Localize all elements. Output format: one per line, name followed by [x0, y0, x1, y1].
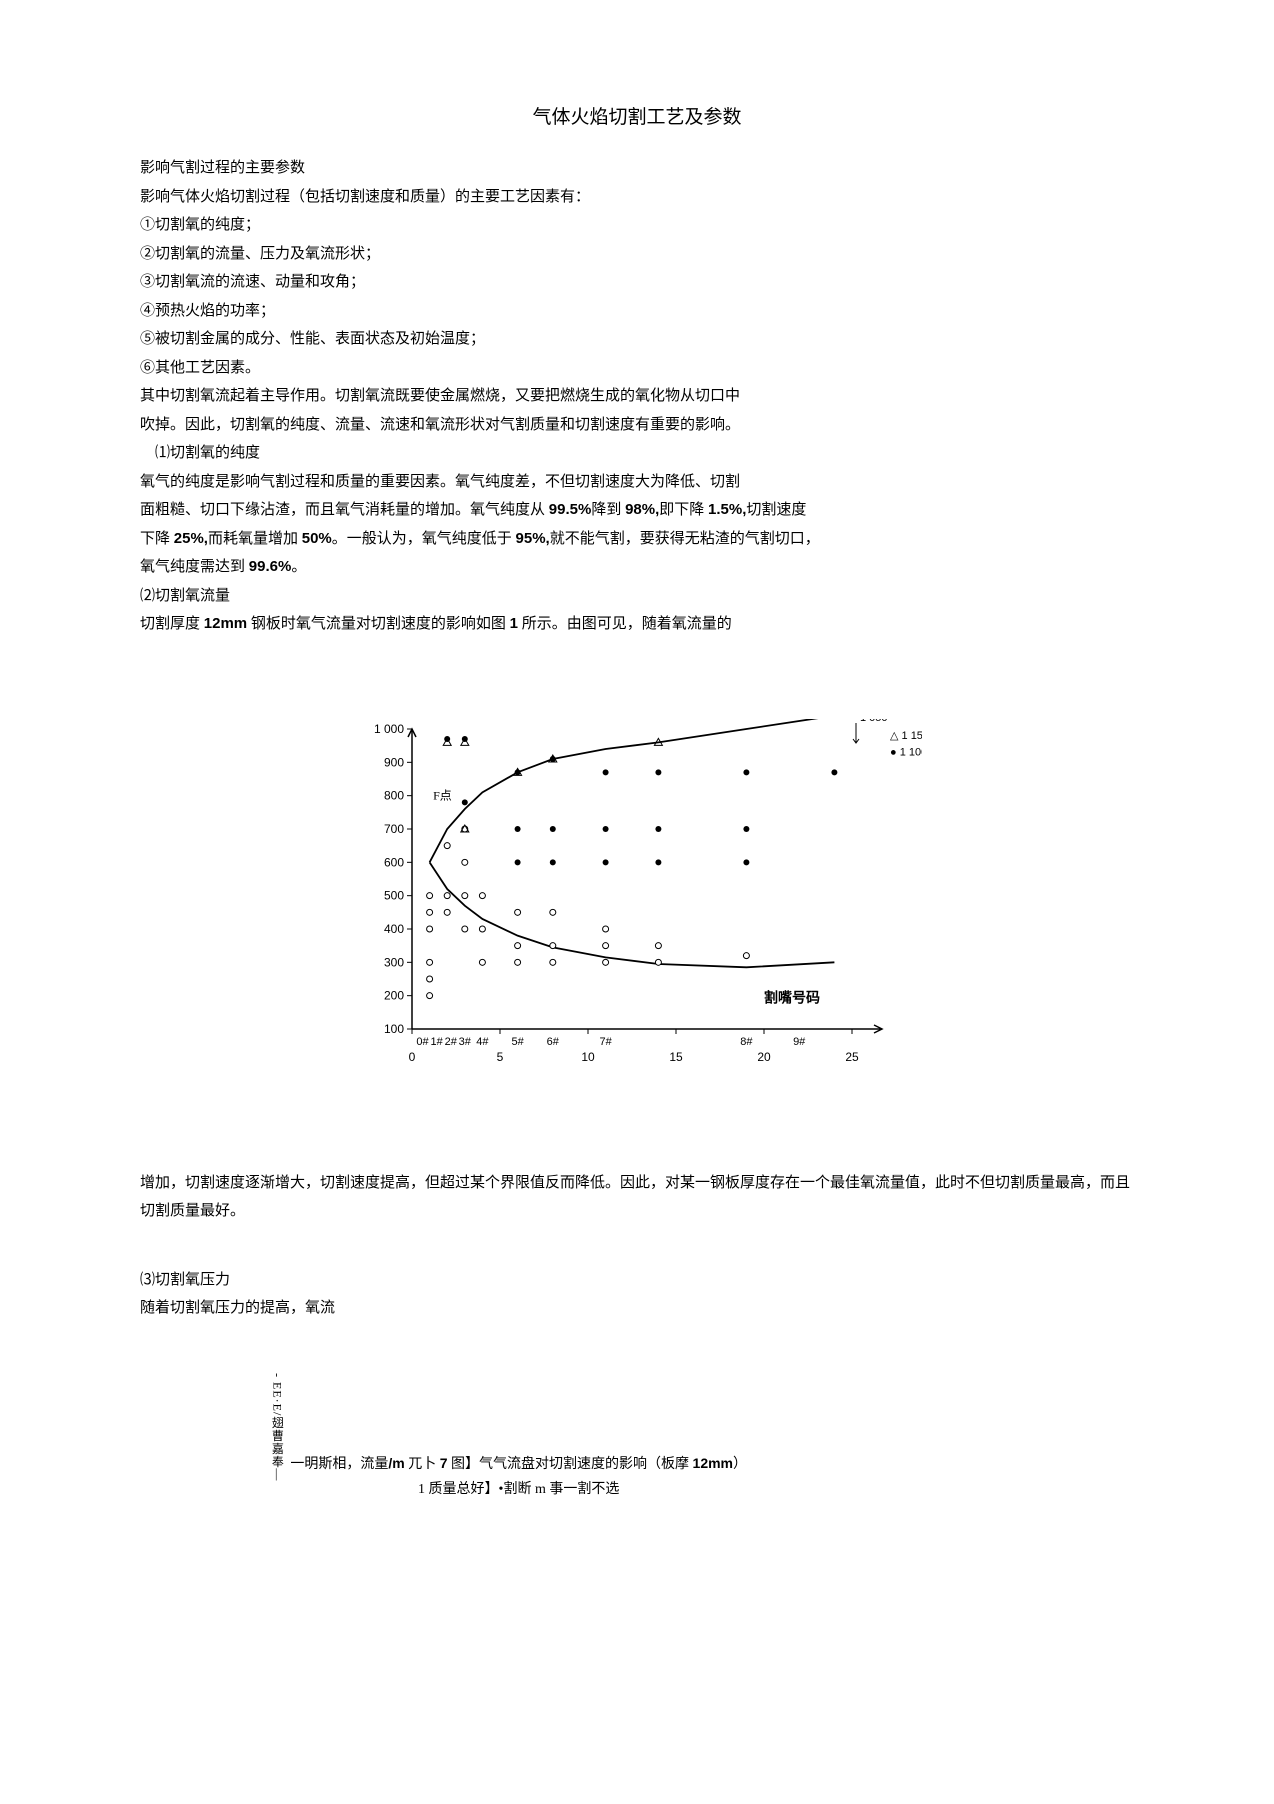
svg-text:△ 1 150: △ 1 150	[890, 730, 922, 742]
svg-text:25: 25	[845, 1050, 859, 1064]
caption-line: 一明斯相，流量/m 兀卜 7 图】气气流盘对切割速度的影响（板摩 12mm）	[290, 1451, 747, 1477]
body-text: 氧气纯度需达到 99.6%。	[140, 553, 1134, 582]
body-text: 随着切割氧压力的提高，氧流	[140, 1294, 1134, 1323]
number: 25%,	[174, 530, 208, 547]
vertical-label: - EE·E/翅曹嘉奉—	[270, 1373, 284, 1503]
text-run: 而耗氧量增加	[208, 531, 302, 547]
text-run: 兀卜	[405, 1457, 440, 1472]
svg-text:5#: 5#	[511, 1036, 524, 1048]
svg-text:300: 300	[384, 955, 404, 969]
number: 50%	[302, 530, 332, 547]
list-item: ③切割氧流的流速、动量和攻角；	[140, 268, 1134, 297]
svg-text:4#: 4#	[476, 1036, 489, 1048]
body-text: 面粗糙、切口下缘沾渣，而且氧气消耗量的增加。氧气纯度从 99.5%降到 98%,…	[140, 496, 1134, 525]
svg-text:6#: 6#	[547, 1036, 560, 1048]
body-text: 切割厚度 12mm 钢板时氧气流量对切割速度的影响如图 1 所示。由图可见，随着…	[140, 610, 1134, 639]
subsection-heading: ⑵切割氧流量	[140, 582, 1134, 611]
body-text: 增加，切割速度逐渐增大，切割速度提高，但超过某个界限值反而降低。因此，对某一钢板…	[140, 1169, 1134, 1226]
number: 12mm	[693, 1455, 733, 1471]
text-run: 图】气气流盘对切割速度的影响（板摩	[448, 1457, 693, 1472]
svg-text:2#: 2#	[445, 1036, 458, 1048]
caption-line: 1 质量总好】•割断 m 事一割不选	[290, 1477, 747, 1502]
svg-text:20: 20	[757, 1050, 771, 1064]
text-run: 面粗糙、切口下缘沾渣，而且氧气消耗量的增加。氧气纯度从	[140, 502, 549, 518]
text-run: 切割厚度	[140, 616, 204, 632]
text-run: 所示。由图可见，随着氧流量的	[518, 616, 732, 632]
svg-text:● 1 100: ● 1 100	[890, 746, 922, 758]
svg-text:400: 400	[384, 922, 404, 936]
text-run: 降到	[591, 502, 625, 518]
page-title: 气体火焰切割工艺及参数	[140, 100, 1134, 136]
number: 12mm	[204, 615, 247, 632]
list-item: ①切割氧的纯度；	[140, 211, 1134, 240]
list-item: ④预热火焰的功率；	[140, 297, 1134, 326]
svg-text:10: 10	[581, 1050, 595, 1064]
text-run: /m	[388, 1455, 404, 1471]
number: 98%,	[625, 501, 659, 518]
text-run: 就不能气割，要获得无粘渣的气割切口，	[550, 531, 820, 547]
number: 95%,	[516, 530, 550, 547]
number: 1	[510, 615, 518, 632]
subsection-heading: ⑴切割氧的纯度	[140, 439, 1134, 468]
svg-text:200: 200	[384, 988, 404, 1002]
svg-text:0#: 0#	[416, 1036, 429, 1048]
svg-text:700: 700	[384, 822, 404, 836]
text-run: 下降	[140, 531, 174, 547]
number: 7	[440, 1455, 448, 1471]
svg-text:F点: F点	[433, 788, 452, 802]
text-run: 。一般认为，氧气纯度低于	[332, 531, 516, 547]
text-run: 切割速度	[746, 502, 806, 518]
svg-text:0: 0	[409, 1050, 416, 1064]
body-text: 其中切割氧流起着主导作用。切割氧流既要使金属燃烧，又要把燃烧生成的氧化物从切口中	[140, 382, 1134, 411]
svg-text:7#: 7#	[599, 1036, 612, 1048]
svg-text:割嘴号码: 割嘴号码	[764, 989, 820, 1006]
svg-text:5: 5	[497, 1050, 504, 1064]
subsection-heading: ⑶切割氧压力	[140, 1266, 1134, 1295]
svg-text:100: 100	[384, 1022, 404, 1036]
svg-text:800: 800	[384, 788, 404, 802]
list-item: ②切割氧的流量、压力及氧流形状；	[140, 240, 1134, 269]
body-text: 吹掉。因此，切割氧的纯度、流量、流速和氧流形状对气割质量和切割速度有重要的影响。	[140, 411, 1134, 440]
number: 99.6%	[249, 558, 292, 575]
svg-text:1 050: 1 050	[860, 719, 888, 724]
svg-text:8#: 8#	[740, 1036, 753, 1048]
svg-text:1#: 1#	[431, 1036, 444, 1048]
number: 99.5%	[549, 501, 592, 518]
svg-text:15: 15	[669, 1050, 683, 1064]
text-run: 钢板时氧气流量对切割速度的影响如图	[247, 616, 510, 632]
text-run: 一明斯相，流量	[290, 1457, 388, 1472]
svg-text:9#: 9#	[793, 1036, 806, 1048]
body-text: 氧气的纯度是影响气割过程和质量的重要因素。氧气纯度差，不但切割速度大为降低、切割	[140, 468, 1134, 497]
body-text: 影响气体火焰切割过程（包括切割速度和质量）的主要工艺因素有：	[140, 183, 1134, 212]
svg-text:500: 500	[384, 888, 404, 902]
text-run: 。	[291, 559, 306, 575]
svg-text:600: 600	[384, 855, 404, 869]
svg-text:3#: 3#	[459, 1036, 472, 1048]
list-item: ⑥其他工艺因素。	[140, 354, 1134, 383]
number: 1.5%,	[708, 501, 746, 518]
text-run: ）	[733, 1457, 747, 1472]
body-text: 下降 25%,而耗氧量增加 50%。一般认为，氧气纯度低于 95%,就不能气割，…	[140, 525, 1134, 554]
flow-speed-chart: 100 200 300 400 500 600 700 800 900 1 000 0 5 10 15 20…	[352, 719, 922, 1079]
section-heading: 影响气割过程的主要参数	[140, 154, 1134, 183]
svg-text:1 000: 1 000	[374, 722, 404, 736]
caption-block: - EE·E/翅曹嘉奉— 一明斯相，流量/m 兀卜 7 图】气气流盘对切割速度的…	[140, 1373, 1134, 1503]
list-item: ⑤被切割金属的成分、性能、表面状态及初始温度；	[140, 325, 1134, 354]
text-run: 即下降	[659, 502, 708, 518]
text-run: 氧气纯度需达到	[140, 559, 249, 575]
svg-text:900: 900	[384, 755, 404, 769]
